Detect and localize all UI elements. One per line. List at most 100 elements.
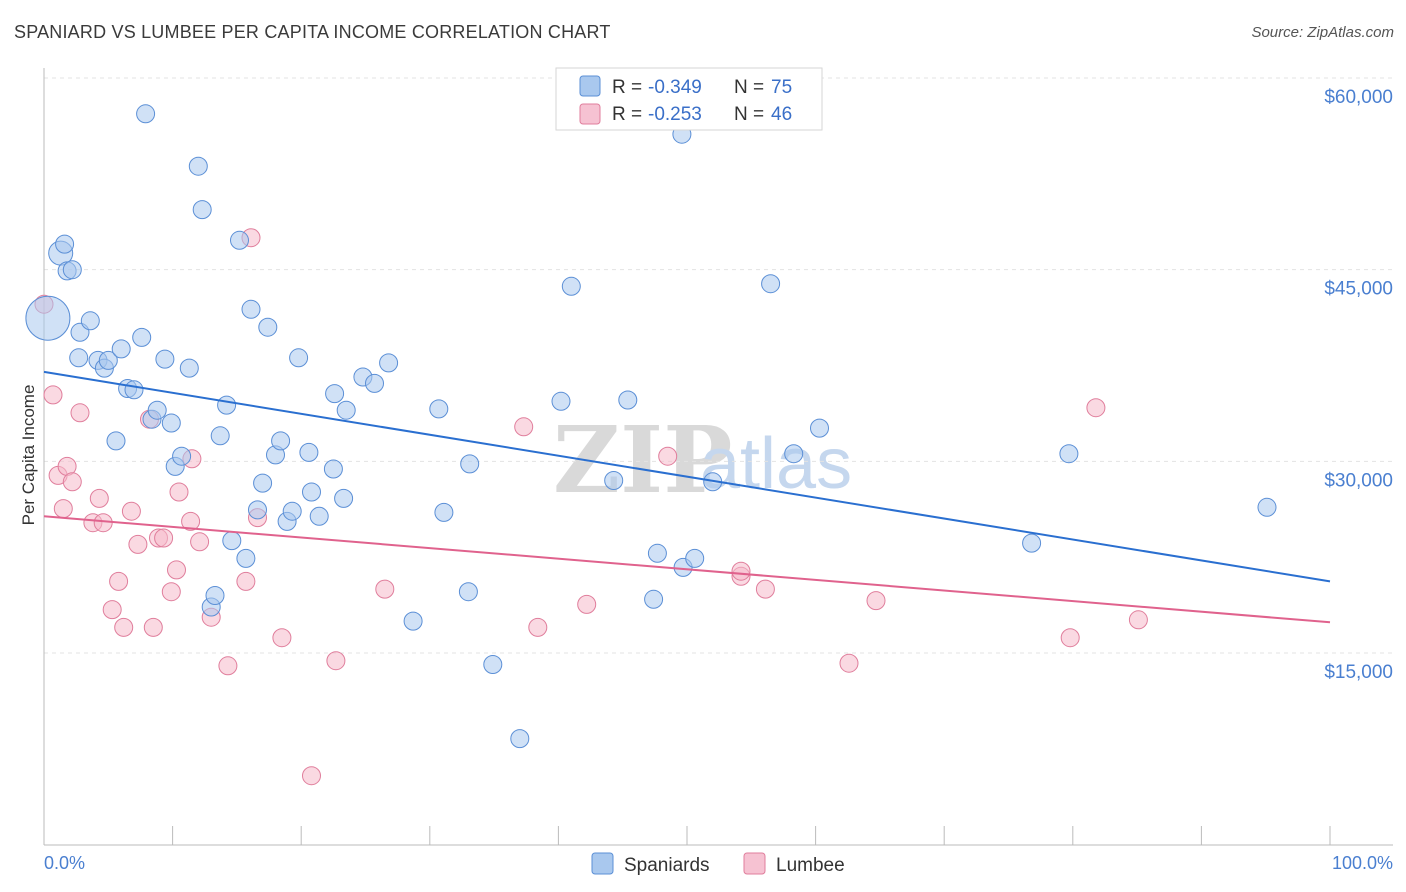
spaniards-point [106, 431, 126, 451]
spaniards-point [258, 317, 278, 337]
spaniards-point [25, 295, 71, 341]
x-tick-label-min: 0.0% [44, 853, 85, 873]
spaniards-point [336, 400, 356, 420]
spaniards-point [222, 531, 242, 551]
lumbee-point [89, 488, 109, 508]
lumbee-point [866, 591, 886, 611]
spaniards-point [192, 200, 212, 220]
lumbee-point [326, 651, 346, 671]
spaniards-point [309, 506, 329, 526]
spaniards-point [205, 586, 225, 605]
spaniards-point [644, 589, 664, 609]
lumbee-point [121, 501, 141, 521]
lumbee-point [839, 653, 859, 673]
spaniards-point [236, 548, 256, 568]
lumbee-point [1086, 398, 1106, 418]
spaniards-point [282, 501, 302, 521]
legend-n-label-1: N = [734, 77, 764, 98]
spaniards-point [458, 582, 478, 602]
series-label-spaniards: Spaniards [624, 855, 710, 876]
spaniards-point [55, 234, 75, 254]
series-legend: Spaniards Lumbee [591, 852, 845, 876]
spaniards-point [217, 395, 237, 415]
lumbee-point [577, 594, 597, 614]
spaniards-point [98, 350, 118, 370]
spaniards-point [460, 454, 480, 474]
spaniards-point [132, 327, 152, 347]
lumbee-point [190, 532, 210, 552]
lumbee-point [167, 560, 186, 580]
spaniards-point [179, 358, 199, 378]
lumbee-point [70, 403, 90, 423]
source-label: Source: ZipAtlas.com [1251, 24, 1394, 41]
spaniards-point [289, 348, 309, 368]
legend-n-value-2: 46 [771, 104, 792, 125]
y-tick-label: $45,000 [1324, 279, 1393, 300]
spaniards-point [685, 548, 705, 568]
x-tick-marks [43, 826, 1331, 845]
spaniards-point [510, 729, 530, 749]
legend-r-label-1: R = [612, 77, 642, 98]
y-tick-labels: $15,000 $30,000 $45,000 $60,000 [1324, 87, 1393, 683]
spaniards-point [323, 459, 343, 479]
y-tick-label: $15,000 [1324, 662, 1393, 683]
lumbee-point [143, 617, 163, 637]
correlation-legend: R = -0.349 N = 75 R = -0.253 N = 46 [555, 67, 823, 131]
trend-lines [43, 370, 1331, 624]
lumbee-point [181, 511, 201, 531]
spaniards-point [155, 349, 175, 369]
lumbee-point [218, 656, 238, 676]
lumbee-point [43, 385, 63, 405]
spaniards-point [1022, 533, 1042, 553]
points-layer [25, 104, 1277, 786]
lumbee-point [1060, 628, 1080, 648]
spaniards-point [136, 104, 156, 124]
spaniards-point [483, 655, 503, 674]
spaniards-point [1257, 497, 1277, 517]
spaniards-point [403, 611, 423, 631]
legend-r-value-2: -0.253 [648, 104, 702, 125]
spaniards-point [434, 502, 454, 522]
lumbee-point [53, 499, 73, 519]
spaniards-point [62, 260, 82, 280]
lumbee-trend-line [43, 515, 1331, 624]
lumbee-point [161, 582, 181, 602]
spaniards-point [810, 418, 829, 438]
spaniards-point [604, 471, 624, 490]
spaniards-trend-line [43, 370, 1331, 583]
spaniards-point [302, 482, 321, 502]
spaniards-point [248, 500, 267, 520]
legend-r-label-2: R = [612, 104, 642, 125]
series-label-lumbee: Lumbee [776, 855, 845, 876]
lumbee-point [528, 617, 548, 637]
lumbee-point [514, 417, 534, 437]
spaniards-point [69, 348, 89, 368]
y-tick-label: $60,000 [1324, 87, 1393, 108]
spaniards-point [210, 426, 230, 446]
lumbee-point [302, 766, 321, 786]
spaniards-point [161, 413, 181, 433]
lumbee-point [731, 561, 751, 581]
x-tick-label-max: 100.0% [1332, 853, 1393, 873]
spaniards-point [379, 353, 399, 373]
spaniards-point [325, 384, 345, 404]
spaniards-point [241, 299, 261, 319]
spaniards-point [188, 156, 208, 176]
spaniards-point [784, 444, 804, 464]
spaniards-point [429, 399, 449, 419]
spaniards-point [647, 543, 667, 563]
lumbee-point [236, 571, 256, 591]
spaniards-point [271, 431, 291, 451]
lumbee-point [755, 579, 775, 599]
lumbee-point [658, 446, 678, 466]
spaniards-point [365, 373, 384, 393]
lumbee-point [102, 600, 122, 620]
lumbee-point [272, 628, 292, 648]
lumbee-point [114, 617, 134, 637]
y-tick-label: $30,000 [1324, 470, 1393, 491]
y-axis-label: Per Capita Income [19, 385, 38, 526]
spaniards-point [334, 488, 354, 508]
legend-swatch-lumbee [579, 103, 601, 125]
chart-title: SPANIARD VS LUMBEE PER CAPITA INCOME COR… [14, 22, 611, 42]
